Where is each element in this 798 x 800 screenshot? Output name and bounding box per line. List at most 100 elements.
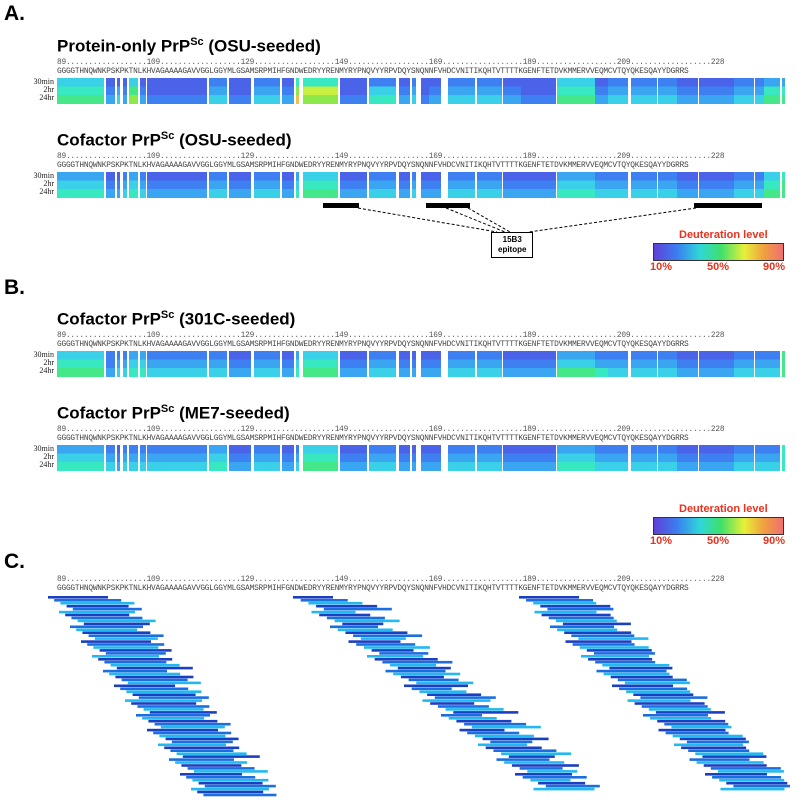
time-labels: 30min 2hr 24hr (24, 78, 54, 102)
heatmap-cell (140, 359, 146, 369)
time-label: 24hr (39, 187, 54, 196)
heatmap-cell (57, 462, 104, 471)
heatmap-cell (106, 78, 115, 88)
heatmap-cell (503, 368, 521, 377)
heatmap-cell (764, 95, 780, 104)
peptide-bar (550, 625, 614, 629)
heatmap-cell (764, 86, 780, 96)
time-label: 2hr (43, 358, 54, 367)
peptide-bar (655, 711, 725, 714)
heatmap-cell (677, 95, 698, 104)
heatmap-cell (755, 462, 764, 471)
heatmap-cell (399, 95, 410, 104)
heatmap-cell (521, 359, 556, 369)
heatmap-cell (521, 180, 556, 190)
heatmap-cell (254, 180, 280, 190)
heatmap-cell (734, 86, 754, 96)
heatmap-cell (282, 453, 294, 463)
heatmap-cell (412, 445, 416, 455)
heatmap-cell (209, 189, 227, 198)
peptide-bar (686, 740, 749, 744)
heatmap-cell (129, 78, 138, 88)
peptide-bar (710, 767, 781, 770)
heatmap-cell (412, 95, 416, 104)
peptide-bar (648, 708, 711, 711)
heatmap-cell (631, 180, 657, 190)
peptide-bar (54, 599, 122, 602)
epitope-connector (445, 207, 506, 233)
peptide-bar (419, 690, 467, 693)
epitope-line: epitope (498, 245, 527, 254)
peptide-bar (579, 646, 649, 649)
epitope-connector (467, 207, 511, 233)
heatmap-cell (296, 368, 299, 377)
peptide-bar (98, 658, 173, 661)
heatmap-cell (340, 95, 367, 104)
heatmap-cell (254, 453, 280, 463)
heatmap-cell (595, 359, 608, 369)
heatmap-cell (209, 351, 227, 361)
heatmap-cell (399, 368, 410, 377)
panel-label-a: A. (4, 2, 25, 25)
heatmap-cell (57, 445, 104, 455)
heatmap-cell (782, 359, 785, 369)
peptide-bar (371, 649, 414, 652)
heatmap-cell (631, 78, 657, 88)
peptide-bar (595, 660, 656, 664)
heatmap-cell (782, 95, 785, 104)
heatmap-cell (229, 172, 251, 182)
peptide-bar (363, 646, 430, 649)
heatmap-cell (254, 78, 280, 88)
peptide-bar (626, 690, 691, 693)
peptide-bar (437, 705, 489, 708)
heatmap-cell (340, 86, 367, 96)
heatmap-cell (369, 78, 396, 88)
heatmap-cell (503, 445, 521, 455)
peptide-bar (348, 640, 401, 643)
peptide-bar (149, 711, 217, 714)
heatmap-cell (764, 359, 780, 369)
heatmap-cell (557, 368, 595, 377)
heatmap-cell (608, 453, 628, 463)
heatmap-cell (429, 368, 441, 377)
heatmap-cell (303, 78, 338, 88)
heatmap-cell (340, 189, 367, 198)
heatmap-cell (557, 86, 595, 96)
heatmap-cell (734, 368, 754, 377)
heatmap-cell (764, 180, 780, 190)
time-labels: 30min 2hr 24hr (24, 445, 54, 469)
heatmap-cell (755, 445, 764, 455)
heatmap-cell (303, 351, 338, 361)
heatmap-cell (658, 368, 677, 377)
heatmap-cell (209, 78, 227, 88)
legend-tick: 50% (707, 535, 730, 547)
heatmap-cell (448, 180, 475, 190)
peptide-bar (634, 702, 705, 705)
heatmap-cell (229, 86, 251, 96)
epitope-label-box: 15B3 epitope (491, 232, 534, 258)
heatmap-cell (412, 453, 416, 463)
heatmap-cell (477, 189, 502, 198)
heatmap-cell (229, 368, 251, 377)
heatmap-cell (521, 86, 556, 96)
heatmap-cell (764, 445, 780, 455)
heatmap-cell (129, 351, 138, 361)
peptide-bar (367, 655, 423, 658)
heatmap-cell (399, 359, 410, 369)
peptide-bar (319, 613, 371, 617)
heatmap-cell (254, 359, 280, 369)
panel-b-title-1: Cofactor PrPSc (301C-seeded) (57, 309, 295, 330)
peptide-bar (467, 731, 520, 735)
time-label: 24hr (39, 366, 54, 375)
heatmap-cell (209, 462, 227, 471)
heatmap-cell (421, 86, 429, 96)
peptide-bar (665, 731, 729, 735)
heatmap-cell (608, 86, 628, 96)
time-label: 30min (33, 171, 54, 180)
heatmap-cell (369, 453, 396, 463)
heatmap-cell (734, 78, 754, 88)
heatmap-cell (123, 86, 127, 96)
title-sup: Sc (190, 36, 204, 48)
heatmap-cell (296, 86, 299, 96)
peptide-bar (471, 725, 541, 729)
